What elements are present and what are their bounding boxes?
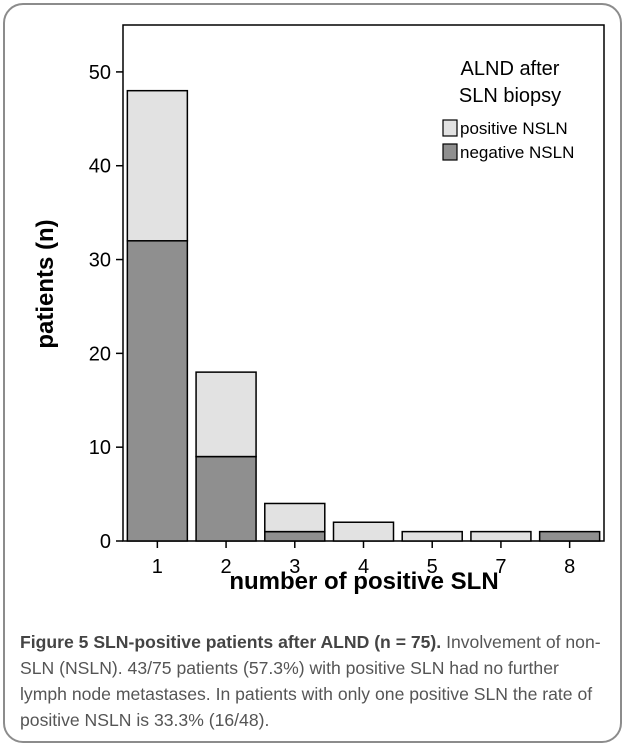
plot-area: 0 10 20 30 40 50 1 2 3 4 5 7 8 [89,24,605,578]
x-tick-label: 2 [221,556,232,578]
figure-caption: Figure 5 SLN-positive patients after ALN… [20,629,610,733]
x-tick-label: 5 [427,556,438,578]
legend-label-positive: positive NSLN [460,119,568,138]
x-tick-label: 8 [564,556,575,578]
y-tick-label: 40 [89,156,111,178]
bar-positive-2 [195,371,257,458]
legend-swatch-positive [442,119,458,137]
x-tick-label: 3 [289,556,300,578]
bar-negative-1 [126,240,189,542]
y-tick-label: 10 [89,437,111,459]
caption-text: Involvement of non-SLN (NSLN). 43/75 pat… [20,632,601,730]
bar-negative-2 [195,455,257,542]
bar-negative-8 [538,530,601,542]
bar-positive-5 [401,530,463,542]
x-tick-label: 4 [358,556,369,578]
y-tick-label: 0 [100,531,111,553]
bar-positive-7 [470,530,532,542]
legend-title-line1: ALND after [461,58,560,80]
y-tick-label: 30 [89,250,111,272]
bar-positive-4 [332,521,395,542]
x-tick-label: 7 [495,556,506,578]
bar-positive-1 [126,89,189,242]
bar-chart: 0 10 20 30 40 50 1 2 3 4 5 7 8 ALND after SLN biopsy… [32,24,605,595]
legend-title-line2: SLN biopsy [459,85,561,107]
y-tick-label: 50 [89,62,111,84]
figure-frame [3,3,622,743]
x-axis-label: number of positive SLN [229,568,498,595]
bar-negative-3 [264,530,326,542]
bar-positive-3 [264,502,326,533]
legend-label-negative: negative NSLN [460,143,574,162]
caption-title: Figure 5 SLN-positive patients after ALN… [20,632,442,652]
x-tick-label: 1 [152,556,163,578]
y-axis-label: patients (n) [32,219,59,348]
y-tick-label: 20 [89,343,111,365]
legend: ALND after SLN biopsy positive NSLN negat… [442,58,574,162]
legend-swatch-negative [442,143,458,161]
